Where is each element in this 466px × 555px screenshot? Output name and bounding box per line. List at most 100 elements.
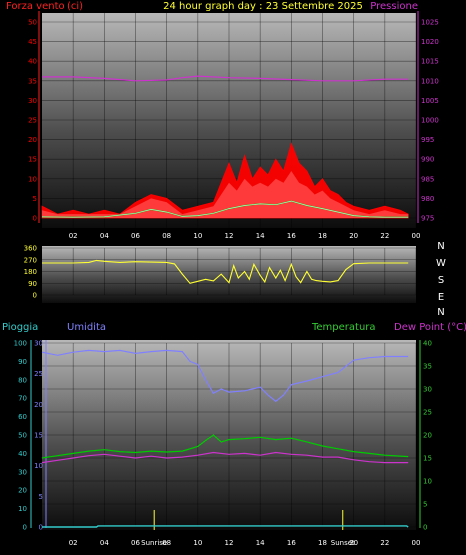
hour-tick-label: 18 [318,232,327,240]
compass-s: S [438,275,444,286]
data-series [41,75,409,530]
pressure-line [42,75,409,82]
wind-tick-label: 30 [28,97,37,105]
rain-tick-label: 60 [18,413,27,421]
pressure-tick-label: 1005 [421,97,439,105]
hour-tick-label-bottom: 08 [162,539,171,547]
hour-tick-label: 04 [100,232,109,240]
pressure-axis-label: Pressione [370,1,418,12]
hour-tick-label: 16 [287,232,296,240]
temp-tick-label: 25 [423,409,432,417]
wind-axis-label: Forza vento [6,1,65,12]
rain-tick-label: 20 [18,487,27,495]
wind-tick-label: 50 [28,19,37,27]
humidity-tick-label: 5 [39,493,43,501]
wind-tick-label: 15 [28,156,37,164]
humidity-tick-label: 0 [39,524,43,532]
rain-tick-label: 40 [18,450,27,458]
hour-tick-label-bottom: 16 [287,539,296,547]
wind-tick-label: 40 [28,58,37,66]
hour-tick-label-bottom: 14 [256,539,265,547]
hour-tick-label-bottom: 02 [69,539,78,547]
hour-tick-label-bottom: 22 [380,539,389,547]
hour-tick-label: 02 [69,232,78,240]
temp-tick-label: 5 [423,501,427,509]
rain-tick-label: 30 [18,468,27,476]
pressure-tick-label: 1000 [421,117,439,125]
humidity-tick-label: 10 [34,462,43,470]
wind-tick-label: 10 [28,175,37,183]
direction-tick-label: 360 [24,245,37,253]
wind-tick-label: 0 [33,215,37,223]
temp-tick-label: 40 [423,340,432,348]
hour-tick-label-bottom: 18 [318,539,327,547]
hour-tick-label: 22 [380,232,389,240]
hour-tick-label-bottom: 10 [193,539,202,547]
axis-tick-labels: 0510152025303540455097598098599099510001… [14,19,439,548]
humidity-line [41,349,409,403]
pressure-tick-label: 975 [421,215,434,223]
hour-tick-label-bottom: 04 [100,539,109,547]
temp-tick-label: 20 [423,432,432,440]
hour-tick-label: 00 [412,232,421,240]
direction-line [42,259,409,284]
direction-tick-label: 0 [33,292,37,300]
direction-tick-label: 90 [28,280,37,288]
humidity-tick-label: 15 [34,432,43,440]
rain-tick-label: 10 [18,505,27,513]
sunrise-label: Sunrise [141,539,167,547]
wind-tick-label: 35 [28,77,37,85]
rain-tick-label: 80 [18,376,27,384]
compass-w: W [436,258,446,269]
rain-line [42,525,409,528]
temperature-line [41,434,409,459]
humidity-axis-label: Umidita [67,322,106,333]
hour-tick-label: 10 [193,232,202,240]
wind-tick-label: 5 [33,195,37,203]
wind-area [42,171,409,218]
rain-tick-label: 50 [18,432,27,440]
temp-tick-label: 15 [423,455,432,463]
rain-tick-label: 70 [18,395,27,403]
wind-axis-unit: (ci) [67,1,83,12]
direction-tick-label: 270 [24,256,37,264]
rain-tick-label: 90 [18,358,27,366]
dewpoint-line [41,451,409,464]
direction-tick-label: 180 [24,268,37,276]
wind-tick-label: 45 [28,38,37,46]
pressure-tick-label: 1020 [421,38,439,46]
hour-tick-label: 08 [162,232,171,240]
wind-tick-label: 25 [28,117,37,125]
temperature-axis-label: Temperatura [311,322,376,333]
dewpoint-axis-label: Dew Point (°C) [394,322,466,333]
hour-tick-label-bottom: 06 [131,539,140,547]
pressure-tick-label: 985 [421,175,434,183]
rain-axis-label: Pioggia [2,322,38,333]
wind-tick-label: 20 [28,136,37,144]
pressure-tick-label: 1025 [421,19,439,27]
hour-tick-label-bottom: 20 [349,539,358,547]
pressure-tick-label: 1015 [421,58,439,66]
rain-tick-label: 0 [23,524,27,532]
chart-title: 24 hour graph day : 23 Settembre 2025 [163,1,363,12]
humidity-tick-label: 30 [34,340,43,348]
pressure-tick-label: 990 [421,156,434,164]
hour-tick-label-bottom: 00 [412,539,421,547]
pressure-tick-label: 1010 [421,77,439,85]
pressure-tick-label: 995 [421,136,434,144]
hour-tick-label: 14 [256,232,265,240]
compass-n-bottom: N [437,307,444,318]
humidity-tick-label: 25 [34,370,43,378]
temp-tick-label: 30 [423,386,432,394]
temp-tick-label: 35 [423,363,432,371]
gust-marker-line [41,200,409,218]
compass-n-top: N [437,241,444,252]
rain-temp-grid [42,342,417,528]
hour-tick-label-bottom: 12 [225,539,234,547]
hour-tick-label: 20 [349,232,358,240]
hour-tick-label: 06 [131,232,140,240]
rain-tick-label: 100 [14,340,27,348]
temp-tick-label: 10 [423,478,432,486]
humidity-tick-label: 20 [34,401,43,409]
